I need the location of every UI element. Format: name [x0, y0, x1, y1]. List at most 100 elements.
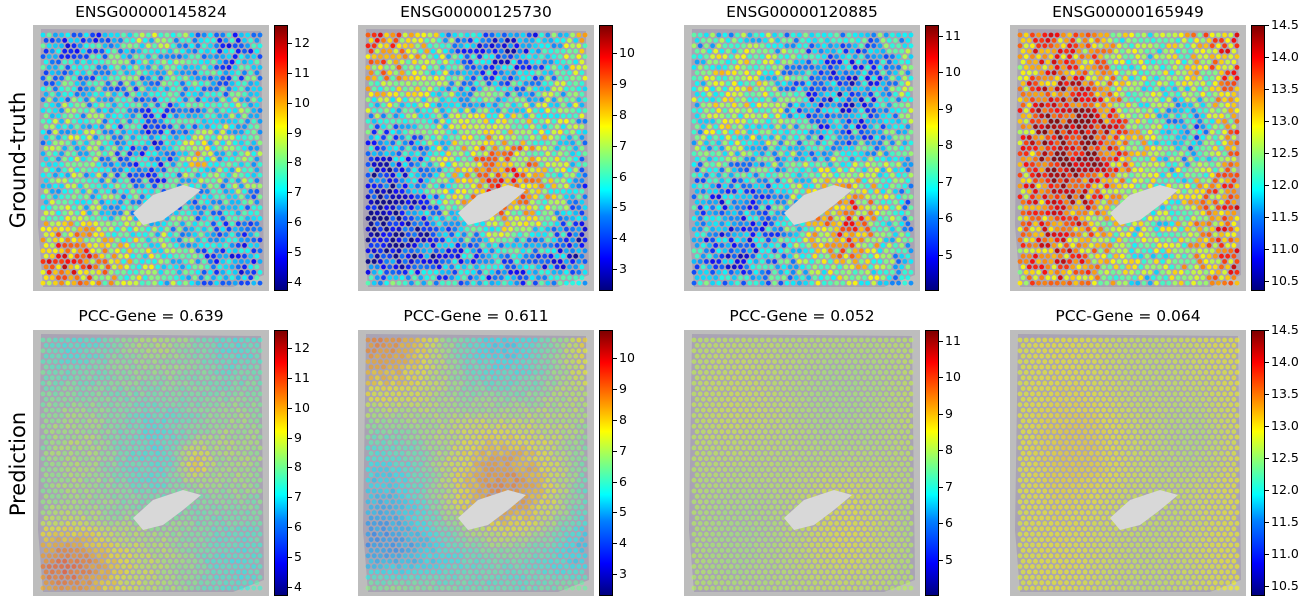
- expression-spot: [855, 38, 861, 43]
- expression-spot: [378, 194, 383, 200]
- expression-spot: [753, 194, 759, 200]
- expression-spot: [208, 43, 213, 49]
- expression-spot: [554, 243, 560, 248]
- expression-spot: [183, 108, 189, 113]
- expression-spot: [697, 129, 703, 135]
- expression-spot: [245, 216, 251, 221]
- expression-spot: [564, 54, 569, 59]
- expression-spot: [787, 124, 793, 130]
- expression-spot: [396, 194, 402, 200]
- expression-spot: [195, 269, 201, 275]
- expression-spot: [716, 259, 722, 264]
- expression-spot: [741, 86, 746, 92]
- expression-spot: [902, 108, 908, 113]
- expression-spot: [118, 156, 123, 162]
- expression-spot: [700, 167, 706, 173]
- expression-spot: [121, 151, 126, 157]
- expression-spot: [133, 183, 139, 189]
- expression-spot: [84, 259, 89, 264]
- expression-spot: [368, 189, 374, 194]
- expression-spot: [828, 259, 833, 264]
- expression-spot: [526, 205, 532, 211]
- expression-spot: [235, 59, 241, 65]
- expression-spot: [130, 189, 136, 194]
- expression-spot: [124, 221, 130, 227]
- expression-spot: [778, 216, 784, 221]
- expression-spot: [704, 226, 709, 232]
- expression-spot: [180, 253, 185, 259]
- expression-spot: [102, 54, 108, 59]
- expression-spot: [766, 65, 771, 70]
- expression-spot: [208, 97, 213, 103]
- expression-spot: [756, 59, 762, 65]
- expression-spot: [567, 232, 572, 238]
- expression-spot: [90, 172, 95, 178]
- expression-spot: [211, 210, 216, 216]
- expression-spot: [96, 162, 102, 167]
- expression-spot: [80, 135, 86, 140]
- expression-spot: [167, 135, 173, 140]
- expression-spot: [849, 102, 855, 108]
- expression-spot: [843, 124, 849, 130]
- expression-spot: [880, 70, 886, 76]
- expression-spot: [167, 91, 173, 97]
- expression-spot: [53, 43, 58, 49]
- expression-spot: [164, 108, 170, 113]
- expression-spot: [902, 216, 908, 221]
- expression-spot: [728, 194, 734, 200]
- expression-spot: [890, 118, 895, 124]
- expression-spot: [545, 108, 551, 113]
- expression-spot: [248, 48, 254, 54]
- expression-spot: [564, 248, 569, 254]
- expression-spot: [217, 48, 223, 54]
- expression-spot: [390, 172, 396, 178]
- expression-spot: [744, 253, 750, 259]
- expression-spot: [214, 118, 220, 124]
- expression-spot: [775, 59, 781, 65]
- expression-spot: [880, 38, 886, 43]
- expression-spot: [254, 243, 260, 248]
- expression-spot: [186, 275, 192, 281]
- expression-spot: [49, 113, 55, 119]
- expression-spot: [443, 232, 448, 238]
- expression-spot: [520, 75, 526, 81]
- expression-spot: [118, 135, 123, 140]
- expression-spot: [405, 189, 411, 194]
- expression-spot: [697, 151, 703, 157]
- expression-spot: [229, 145, 235, 151]
- expression-spot: [90, 248, 95, 254]
- expression-spot: [886, 48, 892, 54]
- expression-spot: [855, 243, 861, 248]
- expression-spot: [859, 248, 864, 254]
- expression-spot: [433, 108, 439, 113]
- expression-spot: [539, 75, 544, 81]
- expression-spot: [371, 129, 377, 135]
- expression-spot: [443, 167, 448, 173]
- expression-spot: [716, 194, 722, 200]
- colorbar-tick-label: 9: [294, 124, 302, 140]
- expression-spot: [161, 102, 167, 108]
- expression-spot: [71, 43, 77, 49]
- expression-spot: [412, 264, 417, 270]
- expression-spot: [747, 269, 753, 275]
- expression-spot: [223, 232, 229, 238]
- expression-spot: [421, 97, 427, 103]
- expression-spot: [849, 70, 855, 76]
- expression-spot: [464, 194, 470, 200]
- expression-spot: [424, 145, 430, 151]
- expression-spot: [142, 81, 148, 86]
- expression-spot: [427, 259, 433, 264]
- expression-spot: [905, 59, 911, 65]
- expression-spot: [735, 129, 740, 135]
- expression-spot: [828, 162, 833, 167]
- expression-spot: [843, 210, 849, 216]
- expression-spot: [378, 108, 383, 113]
- expression-spot: [716, 237, 722, 243]
- expression-spot: [843, 113, 849, 119]
- expression-spot: [223, 156, 229, 162]
- expression-spot: [837, 232, 843, 238]
- expression-spot: [189, 65, 195, 70]
- expression-spot: [753, 205, 759, 211]
- expression-spot: [235, 199, 241, 205]
- expression-spot: [254, 81, 260, 86]
